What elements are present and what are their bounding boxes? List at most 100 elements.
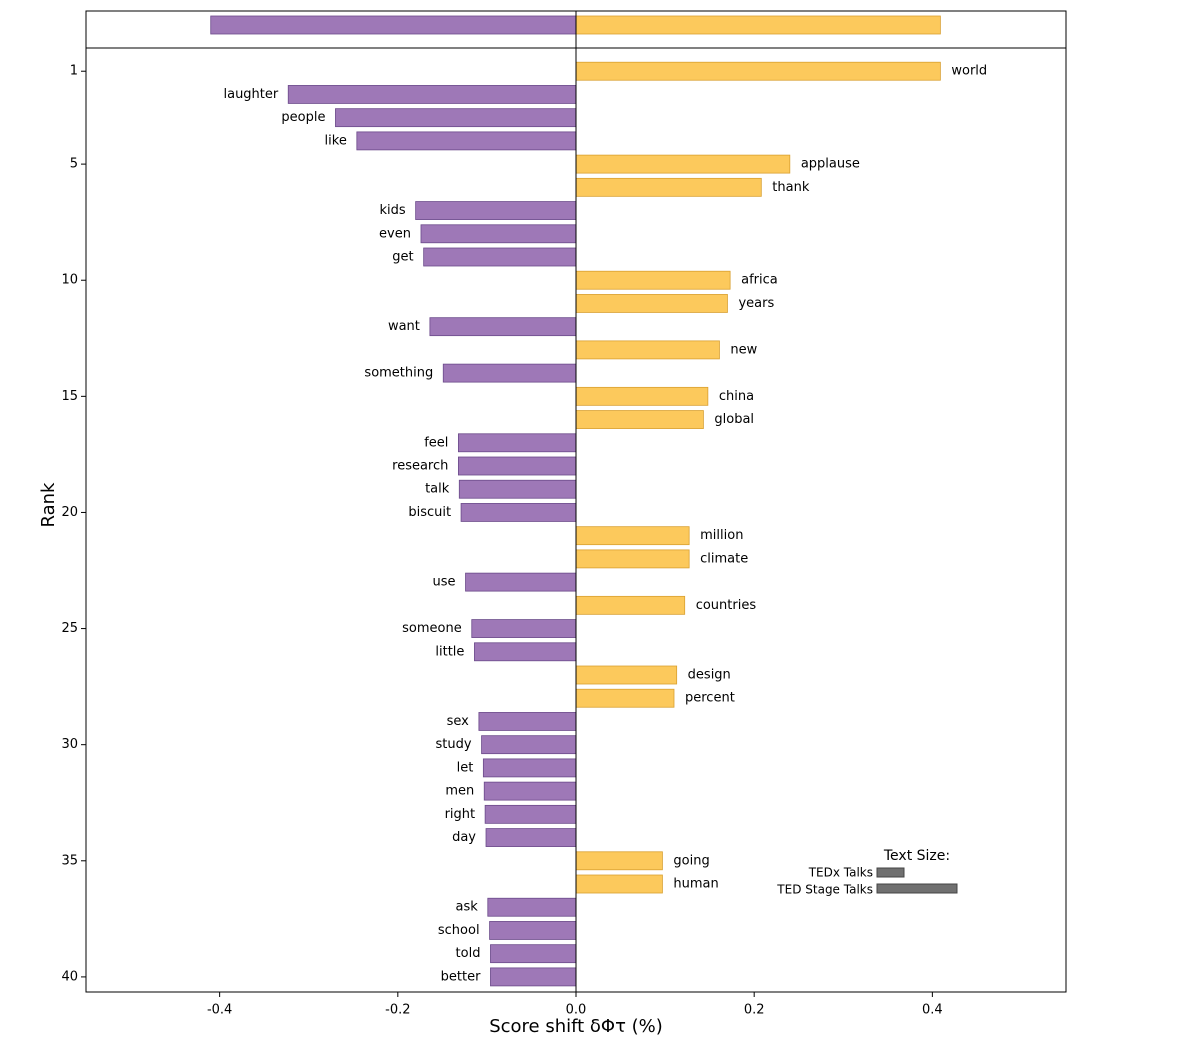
word-label: going — [673, 853, 709, 868]
y-tick-label: 40 — [61, 969, 78, 984]
legend-label: TEDx Talks — [808, 866, 873, 880]
bar — [575, 595, 686, 615]
x-tick-label: 0.0 — [566, 1003, 587, 1018]
legend-swatch — [876, 883, 958, 894]
x-tick-label: -0.2 — [385, 1003, 410, 1018]
bar — [575, 851, 663, 871]
word-label: years — [738, 296, 774, 311]
word-label: someone — [402, 621, 462, 636]
word-label: ask — [456, 900, 479, 915]
bar — [415, 201, 577, 220]
word-label: laughter — [223, 87, 278, 102]
y-tick-label: 30 — [61, 737, 78, 752]
word-label: kids — [379, 203, 405, 218]
bar — [575, 177, 762, 197]
bar — [487, 897, 577, 917]
bar — [575, 874, 663, 894]
word-label: global — [714, 412, 754, 427]
total-bar — [210, 15, 577, 35]
bar — [575, 688, 675, 708]
word-label: like — [325, 133, 347, 148]
bar — [465, 572, 577, 592]
y-tick-label: 25 — [61, 621, 78, 636]
word-label: new — [730, 342, 757, 357]
bar — [490, 967, 577, 987]
bar — [457, 456, 577, 476]
x-tick-label: 0.2 — [744, 1003, 765, 1018]
word-label: percent — [685, 691, 735, 706]
word-label: right — [445, 807, 476, 822]
word-label: africa — [741, 273, 778, 288]
y-tick-label: 15 — [61, 389, 78, 404]
word-label: something — [364, 366, 433, 381]
bar — [489, 921, 577, 940]
word-label: china — [719, 389, 754, 404]
bar — [575, 154, 791, 174]
legend-swatch — [876, 867, 905, 878]
word-label: even — [379, 226, 411, 241]
bar — [420, 224, 577, 244]
word-label: world — [951, 64, 987, 79]
bar — [575, 270, 731, 290]
total-bar — [575, 15, 941, 35]
word-label: told — [456, 946, 481, 961]
x-tick-label: -0.4 — [207, 1003, 232, 1018]
legend-label: TED Stage Talks — [776, 883, 873, 897]
bar — [575, 61, 941, 81]
bar — [474, 642, 577, 662]
word-label: let — [457, 760, 474, 775]
word-label: design — [688, 668, 731, 683]
bar — [575, 526, 690, 546]
bar — [457, 433, 577, 453]
bar — [575, 665, 678, 685]
word-label: climate — [700, 551, 748, 566]
word-label: sex — [447, 714, 470, 729]
word-label: thank — [772, 180, 810, 195]
bar — [575, 294, 728, 313]
y-tick-label: 10 — [61, 273, 78, 288]
word-label: biscuit — [408, 505, 451, 520]
bar — [575, 340, 720, 360]
word-label: use — [433, 575, 456, 590]
bar — [490, 944, 577, 964]
y-tick-label: 1 — [70, 64, 78, 79]
word-label: talk — [425, 482, 450, 497]
bar — [484, 804, 577, 824]
bar — [482, 758, 577, 778]
word-label: human — [673, 877, 718, 892]
word-label: research — [392, 459, 448, 474]
word-label: people — [281, 110, 325, 125]
word-label: feel — [424, 435, 448, 450]
bar — [429, 317, 577, 337]
x-tick-label: 0.4 — [922, 1003, 943, 1018]
word-label: applause — [801, 157, 860, 172]
word-label: men — [445, 784, 474, 799]
bar — [478, 712, 577, 731]
word-label: better — [441, 969, 481, 984]
bar — [442, 363, 577, 383]
y-tick-label: 20 — [61, 505, 78, 520]
y-tick-label: 5 — [70, 157, 78, 172]
bar — [356, 131, 577, 151]
bar — [483, 781, 577, 801]
legend-title: Text Size: — [883, 848, 950, 864]
bar — [335, 108, 577, 128]
bar — [460, 503, 577, 522]
word-label: countries — [696, 598, 757, 613]
y-tick-label: 35 — [61, 853, 78, 868]
bar — [575, 410, 704, 429]
word-label: day — [452, 830, 476, 845]
bar — [575, 549, 690, 569]
word-label: school — [438, 923, 480, 938]
bar — [458, 479, 577, 499]
word-label: study — [436, 737, 472, 752]
word-label: million — [700, 528, 743, 543]
word-label: get — [392, 250, 413, 265]
bar — [485, 828, 577, 847]
bar — [287, 85, 577, 104]
bar — [481, 735, 577, 755]
bar — [423, 247, 577, 267]
word-label: little — [435, 644, 464, 659]
